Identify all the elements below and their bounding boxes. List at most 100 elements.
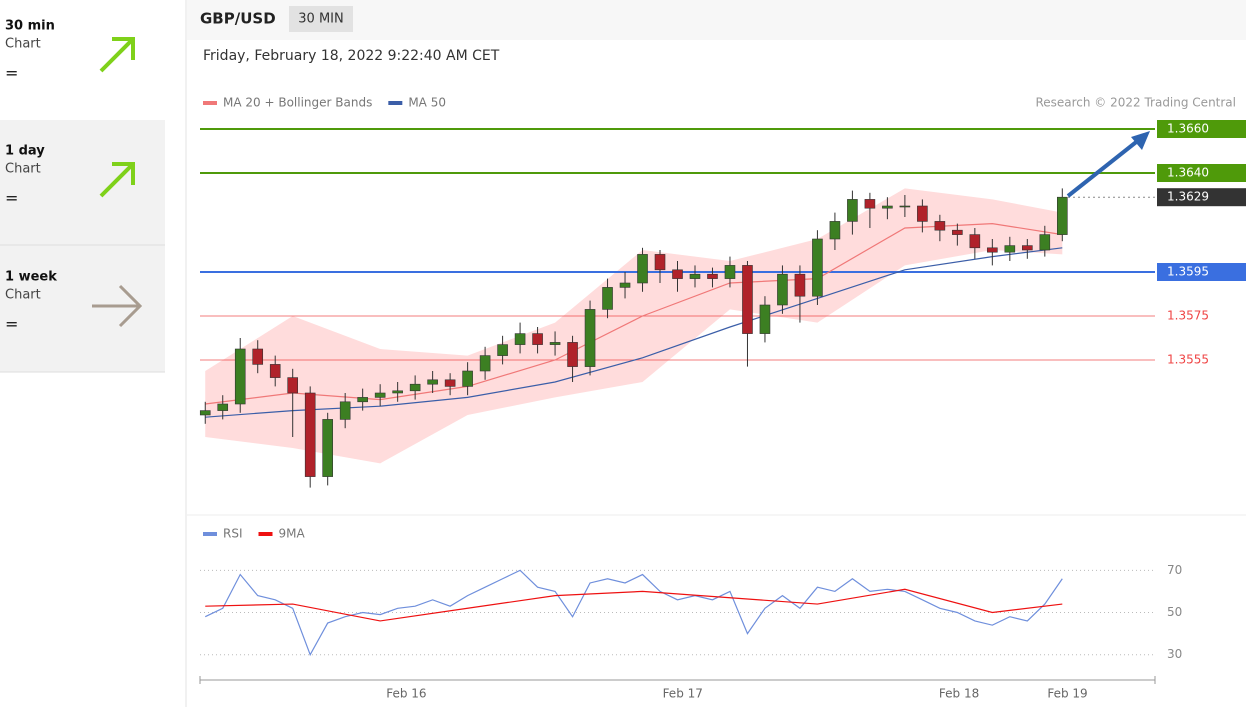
ma-line: [205, 222, 1063, 405]
candle-body: [1039, 234, 1051, 251]
level-label-bg: [1157, 263, 1246, 281]
level-label-bg: [1157, 188, 1246, 207]
candle-body: [304, 392, 316, 477]
candle-body: [794, 273, 806, 297]
signal: =: [5, 189, 18, 208]
arrow-icon: [99, 37, 135, 73]
legend-label: RSI: [223, 527, 243, 541]
candle-body: [392, 390, 403, 394]
candle-body: [252, 348, 264, 365]
x-tick-label: Feb 16: [386, 687, 426, 701]
candle-body: [409, 383, 421, 392]
candle-body: [427, 379, 438, 385]
series-line: [205, 588, 1063, 622]
candle-body: [689, 273, 701, 279]
candle-body: [374, 392, 386, 398]
candle-body: [462, 370, 473, 387]
target-arrowhead: [1131, 131, 1150, 150]
sidebar-item[interactable]: 1 day Chart =: [5, 144, 135, 208]
level-label: 1.3575: [1167, 309, 1209, 323]
candle-body: [234, 348, 246, 405]
candle-body: [654, 254, 666, 271]
candle-body: [532, 333, 543, 345]
candle-body: [269, 364, 281, 378]
candle-body: [882, 205, 893, 209]
source: Research © 2022 Trading Central: [1035, 96, 1236, 110]
x-tick-label: Feb 17: [663, 687, 703, 701]
y-tick-label: 50: [1167, 605, 1182, 619]
candle-body: [934, 221, 946, 231]
candle-body: [514, 333, 526, 345]
candle-body: [864, 199, 876, 209]
series-line: [204, 569, 1063, 657]
candle-body: [637, 254, 648, 284]
candle-body: [1056, 196, 1068, 235]
legend-label: 9MA: [279, 527, 306, 541]
candle-body: [759, 304, 771, 334]
y-tick-label: 70: [1167, 563, 1182, 577]
legend-swatch: [258, 532, 273, 536]
candle-body: [217, 403, 229, 411]
level-label: 1.3629: [1167, 190, 1209, 204]
candle-body: [742, 265, 753, 334]
level-label: 1.3595: [1167, 265, 1209, 279]
timeframe-box: [289, 6, 353, 32]
legend-swatch: [203, 532, 217, 536]
candle-body: [497, 344, 508, 356]
legend-label: MA 50: [408, 96, 446, 110]
candle-body: [479, 355, 491, 372]
kind: Chart: [5, 288, 41, 303]
sidebar-item[interactable]: 30 min Chart =: [5, 19, 135, 83]
x-tick-label: Feb 18: [939, 687, 979, 701]
candle-body: [549, 342, 561, 345]
candle-body: [1022, 245, 1033, 251]
y-tick-label: 30: [1167, 647, 1182, 661]
candle-body: [672, 269, 683, 279]
kind: Chart: [5, 162, 41, 177]
candle-body: [567, 342, 578, 367]
candle-body: [444, 379, 456, 387]
candle-body: [969, 234, 981, 249]
arrow-icon: [99, 162, 135, 198]
ma-line: [205, 247, 1063, 418]
timeframe: 30 MIN: [298, 12, 343, 27]
candle-body: [322, 419, 333, 477]
sidebar-item[interactable]: 1 week Chart =: [5, 270, 143, 334]
candle-body: [199, 410, 211, 416]
legend-swatch: [388, 101, 403, 105]
header-bg: [187, 0, 1246, 40]
target-arrow: [1066, 137, 1142, 198]
level-label: 1.3640: [1167, 166, 1209, 180]
candle-body: [777, 273, 788, 306]
sidebar-bg: [0, 120, 165, 372]
level-label-bg: [1157, 120, 1246, 138]
level-label: 1.3660: [1167, 122, 1209, 136]
arrow-icon: [92, 284, 143, 328]
candle-body: [619, 282, 631, 288]
symbol: GBP/USD: [200, 10, 276, 28]
candle-body: [899, 205, 911, 208]
candle-body: [357, 397, 368, 403]
candle-body: [602, 287, 613, 310]
candle-body: [339, 401, 351, 420]
legend-swatch: [203, 101, 217, 105]
candle-body: [1004, 245, 1016, 253]
candle-body: [952, 229, 963, 235]
kind: Chart: [5, 37, 41, 52]
candle-body: [724, 265, 736, 279]
candle-body: [812, 238, 823, 297]
candle-body: [707, 273, 718, 279]
candle-body: [847, 199, 858, 222]
level-label: 1.3555: [1167, 353, 1209, 367]
candle-body: [287, 377, 299, 394]
x-tick-label: Feb 19: [1047, 687, 1087, 701]
level-label-bg: [1157, 164, 1246, 182]
signal: =: [5, 315, 18, 334]
legend-label: MA 20 + Bollinger Bands: [223, 96, 372, 110]
period: 1 day: [5, 144, 45, 159]
period: 1 week: [5, 270, 57, 285]
timestamp: Friday, February 18, 2022 9:22:40 AM CET: [203, 48, 500, 64]
candle-body: [829, 221, 841, 240]
candle-body: [917, 205, 928, 222]
